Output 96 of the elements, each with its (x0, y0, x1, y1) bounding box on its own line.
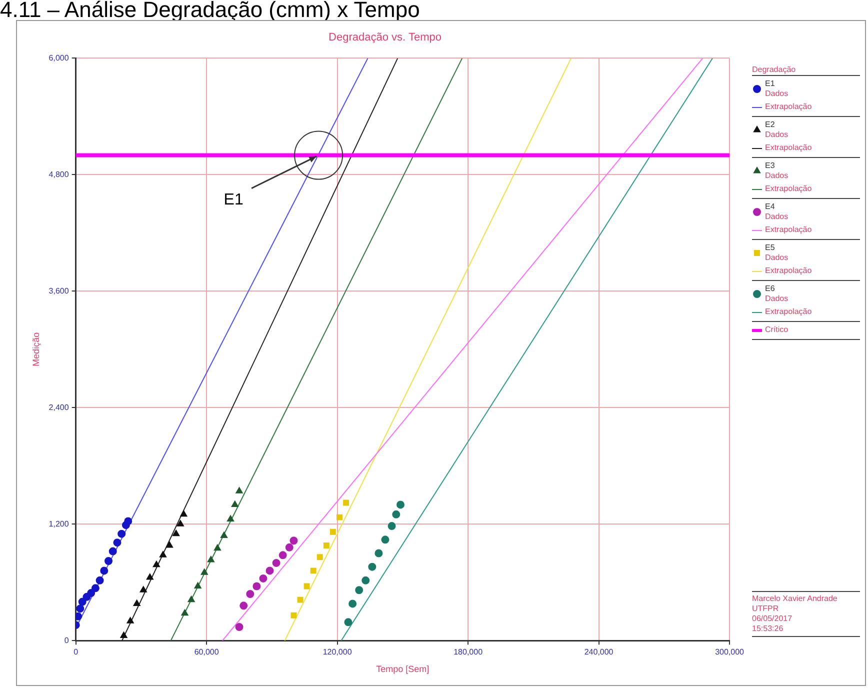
point (323, 542, 330, 548)
point (120, 632, 128, 638)
point (194, 582, 202, 588)
point (392, 510, 400, 518)
point (285, 543, 294, 552)
legend-label: E3 Dados (765, 161, 788, 180)
legend-label: E5 Dados (765, 243, 788, 262)
point (78, 598, 86, 606)
point (146, 574, 154, 580)
point (113, 538, 122, 547)
text: 4.11 – Análise Degradação (cmm) x Tempo (0, 0, 420, 23)
chart-title: Degradação vs. Tempo (328, 32, 442, 44)
point (316, 554, 323, 560)
point (304, 583, 310, 590)
legend-label: Crítico (765, 325, 788, 335)
point (166, 541, 174, 548)
legend-label: Extrapolação (765, 266, 812, 275)
legend-label: E6 Dados (765, 284, 788, 303)
point (374, 549, 383, 558)
point (290, 612, 297, 618)
text: UTFPR (752, 604, 780, 614)
point (172, 530, 180, 536)
legend-label: Extrapolação (765, 143, 812, 152)
point (76, 604, 84, 613)
point (152, 560, 160, 568)
text: 15:53:26 (752, 624, 784, 634)
x-tick-label: 120,000 (322, 648, 352, 657)
y-tick-label: 6,000 (48, 53, 70, 62)
point (343, 500, 349, 506)
legend-label: E4 Dados (765, 202, 788, 221)
point (126, 617, 134, 624)
point (207, 556, 214, 562)
point (297, 596, 304, 603)
x-axis-title: Tempo [Sem] (376, 664, 430, 674)
point (252, 582, 261, 590)
point (227, 515, 234, 522)
point (259, 574, 268, 582)
point (290, 536, 298, 545)
point (176, 520, 184, 526)
text: Marcelo Xavier Andrade (752, 594, 838, 604)
x-tick-label: 60,000 (194, 648, 220, 657)
point (236, 487, 243, 494)
point (140, 586, 147, 592)
x-tick-label: 300,000 (715, 648, 745, 657)
point (240, 602, 248, 610)
point (181, 609, 188, 616)
point (381, 536, 390, 544)
point (368, 562, 376, 571)
point (180, 510, 188, 517)
legend-label: Extrapolação (765, 307, 812, 316)
point (362, 576, 370, 584)
point (159, 551, 167, 558)
point (100, 566, 108, 575)
point (220, 532, 228, 538)
legend-label: E1 Dados (765, 79, 788, 98)
point (231, 500, 238, 507)
point (200, 568, 208, 575)
point (330, 528, 336, 535)
point (118, 530, 126, 538)
point (310, 568, 316, 574)
legend-label: Extrapolação (765, 225, 812, 234)
point (396, 500, 404, 509)
y-tick-label: 2,400 (48, 402, 70, 412)
annotation: E1 (224, 192, 244, 209)
point (124, 517, 132, 526)
point (91, 584, 100, 592)
legend-label: Extrapolação (765, 184, 812, 193)
legend-title: Degradação (752, 65, 860, 76)
x-tick-label: 240,000 (584, 648, 614, 657)
point (133, 600, 140, 606)
point (266, 566, 274, 575)
y-tick-label: 3,600 (48, 286, 70, 296)
y-axis-title: Medição (30, 332, 41, 366)
x-tick-label: 0 (74, 648, 79, 657)
y-tick-label: 1,200 (48, 519, 70, 528)
point (87, 589, 96, 598)
point (104, 557, 113, 566)
legend-label: E2 Dados (765, 120, 788, 139)
point (272, 558, 280, 567)
y-tick-label: 0 (64, 636, 70, 645)
point (96, 576, 104, 584)
point (388, 522, 396, 530)
point (278, 551, 287, 560)
point (355, 586, 364, 594)
legend-label: Extrapolação (765, 102, 812, 111)
y-tick-label: 4,800 (48, 170, 70, 179)
point (214, 544, 221, 551)
point (246, 590, 254, 598)
point (348, 600, 357, 608)
point (235, 623, 244, 632)
x-tick-label: 180,000 (454, 648, 484, 657)
point (336, 514, 342, 520)
point (344, 618, 352, 626)
point (108, 547, 117, 556)
text: 06/05/2017 (752, 614, 794, 624)
point (188, 596, 195, 602)
